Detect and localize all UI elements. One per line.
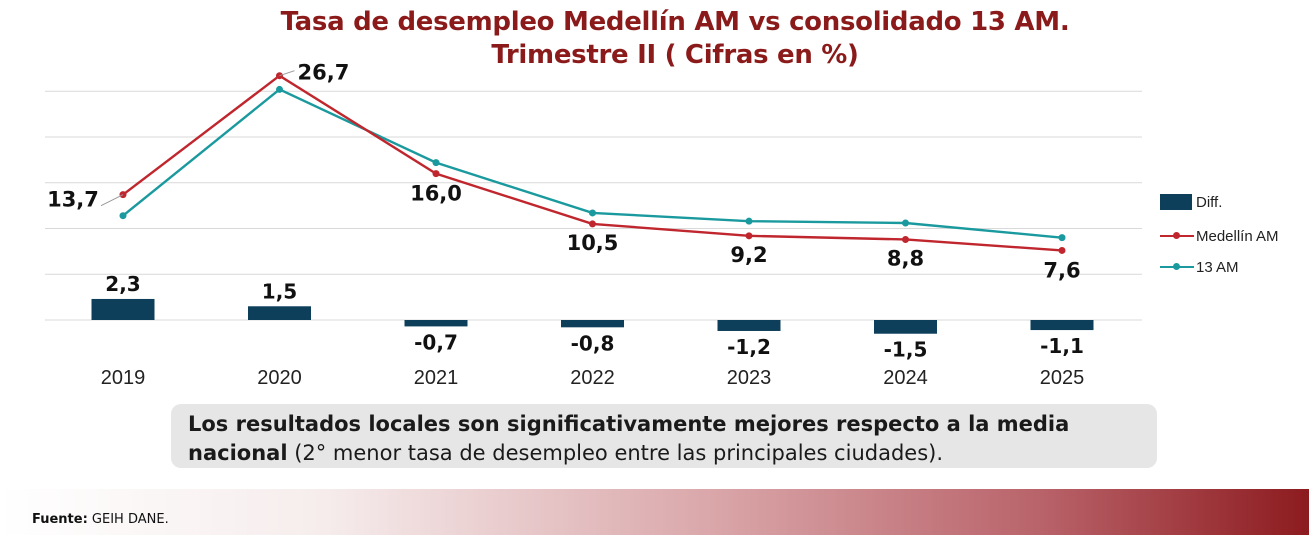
label-diff-2023: -1,2 (727, 335, 771, 359)
label-medellin-2023: 9,2 (730, 243, 767, 267)
chart-title: Tasa de desempleo Medellín AM vs consoli… (0, 6, 1309, 72)
legend-swatch-diff (1160, 194, 1192, 210)
point-medellin-2025 (1058, 246, 1066, 254)
label-medellin-2025: 7,6 (1043, 258, 1080, 282)
label-medellin-2019: 13,7 (47, 188, 99, 212)
bar-diff-2023 (717, 320, 781, 331)
x-tick-2023: 2023 (727, 367, 772, 389)
footer-band: Fuente: GEIH DANE. (0, 489, 1309, 535)
bar-diff-2024 (874, 320, 937, 334)
chart-title-line2: Trimestre II ( Cifras en %) (491, 40, 859, 70)
leader-medellin-2019 (100, 194, 124, 207)
label-medellin-2022: 10,5 (567, 231, 619, 255)
point-13am-2024 (902, 219, 909, 227)
legend-swatch-medellin (1160, 228, 1194, 244)
source-note: Fuente: GEIH DANE. (32, 512, 169, 527)
note-normal-text: (2° menor tasa de desempleo entre las pr… (287, 441, 944, 465)
source-text: GEIH DANE. (87, 512, 169, 527)
bar-diff-2021 (404, 320, 468, 327)
legend-item-13am: 13 AM (1160, 257, 1239, 277)
point-13am-2021 (432, 159, 440, 167)
label-diff-2025: -1,1 (1040, 334, 1084, 358)
bar-diff-2025 (1030, 320, 1094, 331)
label-diff-2019: 2,3 (105, 272, 140, 296)
legend-label-diff: Diff. (1196, 193, 1223, 211)
point-13am-2020 (276, 85, 283, 93)
point-13am-2022 (589, 209, 596, 217)
highlight-note: Los resultados locales son significativa… (171, 404, 1157, 468)
x-tick-2022: 2022 (570, 367, 615, 389)
point-medellin-2022 (589, 220, 596, 228)
point-13am-2023 (745, 217, 753, 225)
legend-swatch-13am (1160, 259, 1194, 275)
x-tick-2024: 2024 (883, 367, 928, 389)
chart-title-line1: Tasa de desempleo Medellín AM vs consoli… (280, 7, 1070, 37)
label-diff-2024: -1,5 (884, 338, 928, 362)
point-medellin-2024 (902, 235, 909, 243)
source-label: Fuente: (32, 512, 88, 527)
label-diff-2022: -0,8 (571, 331, 615, 355)
chart-plot: 2,3 1,5 -0,7 -0,8 -1,2 -1,5 -1,1 13,7 26,7 16,0 10… (45, 61, 1142, 389)
x-tick-2021: 2021 (414, 367, 459, 389)
legend-label-13am: 13 AM (1196, 258, 1239, 276)
x-tick-2025: 2025 (1040, 367, 1085, 389)
point-medellin-2021 (432, 170, 440, 178)
legend-item-diff: Diff. (1160, 192, 1222, 212)
label-medellin-2021: 16,0 (410, 182, 462, 206)
label-medellin-2020: 26,7 (298, 61, 350, 85)
label-medellin-2024: 8,8 (887, 246, 924, 270)
label-diff-2020: 1,5 (262, 279, 297, 303)
point-medellin-2023 (745, 232, 753, 240)
legend-item-medellin: Medellín AM (1160, 226, 1279, 246)
bar-diff-2020 (248, 306, 311, 320)
point-13am-2025 (1058, 234, 1066, 242)
x-tick-2019: 2019 (101, 367, 146, 389)
point-13am-2019 (119, 212, 127, 220)
leader-medellin-2020 (279, 70, 295, 77)
bar-diff-2019 (91, 298, 155, 320)
label-diff-2021: -0,7 (414, 330, 458, 354)
bar-diff-2022 (561, 320, 624, 328)
legend-label-medellin: Medellín AM (1196, 227, 1279, 245)
note-bold-text: Los resultados locales son significativa… (188, 412, 1070, 465)
x-tick-2020: 2020 (257, 367, 302, 389)
